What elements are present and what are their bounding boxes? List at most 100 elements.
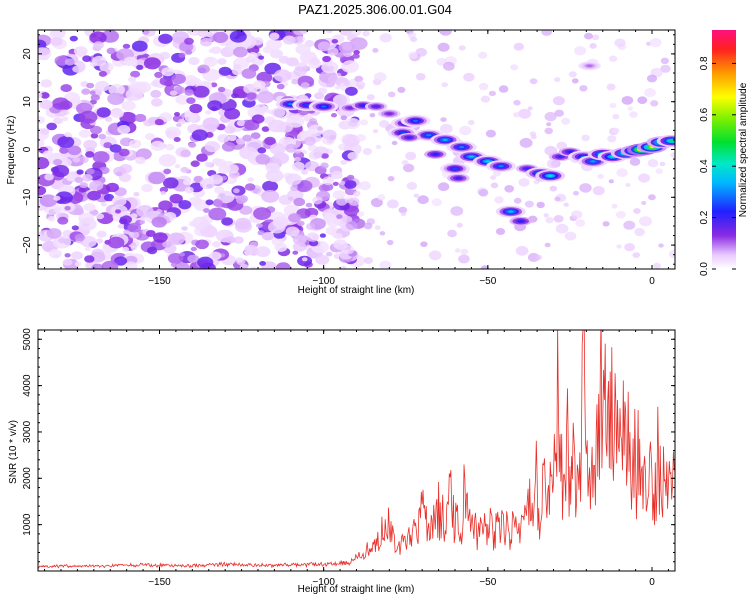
noise-speckle [293,30,306,36]
noise-speckle [84,255,95,263]
noise-speckle [329,134,337,141]
noise-speckle [274,242,288,252]
noise-speckle [341,245,355,255]
noise-speckle [331,39,339,44]
noise-speckle [233,46,248,58]
noise-speckle [349,30,362,37]
noise-speckle [269,49,283,59]
noise-speckle [119,215,132,224]
noise-speckle [197,64,210,74]
noise-speckle [480,265,489,269]
noise-speckle [114,256,128,266]
noise-speckle [86,82,95,89]
noise-speckle [597,174,604,179]
noise-speckle [173,137,181,142]
noise-speckle [276,83,285,90]
noise-speckle [312,196,323,205]
noise-speckle [55,191,73,204]
noise-speckle [545,216,554,224]
noise-speckle [163,177,179,189]
noise-speckle [122,246,130,252]
noise-speckle [84,246,91,252]
noise-speckle [285,226,300,237]
noise-speckle [326,65,334,72]
noise-speckle [171,73,186,85]
noise-speckle [118,148,130,157]
noise-speckle [291,161,305,172]
noise-speckle [344,180,357,189]
noise-speckle [202,81,212,88]
noise-speckle [207,100,223,111]
noise-speckle [71,225,79,231]
noise-speckle [339,222,348,229]
noise-speckle [363,257,373,264]
noise-speckle [306,232,319,242]
noise-speckle [109,144,122,153]
noise-speckle [584,32,593,40]
noise-speckle [129,139,142,149]
noise-speckle [46,122,57,131]
noise-speckle [231,93,239,99]
noise-speckle [342,42,353,50]
noise-speckle [244,249,253,256]
noise-speckle [323,212,337,222]
noise-speckle [524,200,534,208]
noise-speckle [169,90,178,96]
noise-speckle [355,81,366,89]
noise-speckle [208,48,215,54]
colorbar-gradient [712,30,736,269]
noise-speckle [357,211,365,217]
noise-speckle [297,220,305,226]
noise-speckle [184,113,198,123]
noise-speckle [160,190,166,195]
noise-speckle [553,215,564,223]
noise-speckle [650,100,659,107]
noise-speckle [159,76,172,86]
noise-speckle [57,136,75,149]
noise-speckle [379,120,390,128]
noise-speckle [173,262,191,269]
noise-speckle [410,36,418,43]
snr-x-ticks: −150 −100 −50 0 [44,330,669,588]
noise-speckle [44,173,54,181]
noise-speckle [103,142,112,149]
noise-speckle [42,150,54,158]
noise-speckle [224,127,230,132]
noise-speckle [158,112,173,123]
y-tick-label: 1000 [22,513,33,536]
noise-speckle [72,157,81,163]
noise-speckle [78,187,86,193]
noise-speckle [208,174,223,185]
noise-speckle [387,91,396,98]
noise-speckle [334,85,341,90]
signal-blob [400,114,431,127]
noise-speckle [53,158,63,166]
noise-speckle [52,235,71,249]
noise-speckle [458,45,466,51]
noise-speckle [573,190,579,196]
noise-speckle [60,158,72,167]
noise-speckle [406,181,418,190]
noise-speckle [591,34,600,41]
noise-speckle [108,84,125,96]
noise-speckle [221,217,234,226]
noise-speckle [611,203,618,209]
noise-speckle [147,246,158,255]
noise-speckle [91,263,104,269]
noise-speckle [348,197,360,206]
noise-speckle [165,143,175,151]
noise-speckle [369,113,376,118]
noise-speckle [336,197,348,206]
noise-speckle [151,98,163,107]
noise-speckle [247,177,255,182]
noise-speckle [633,208,641,214]
noise-speckle [301,257,308,262]
heatmap-signal-track [275,61,675,226]
noise-speckle [167,232,185,245]
noise-speckle [122,43,131,49]
noise-speckle [103,193,115,202]
noise-speckle [110,108,124,119]
noise-speckle [317,41,331,52]
noise-speckle [341,60,359,73]
